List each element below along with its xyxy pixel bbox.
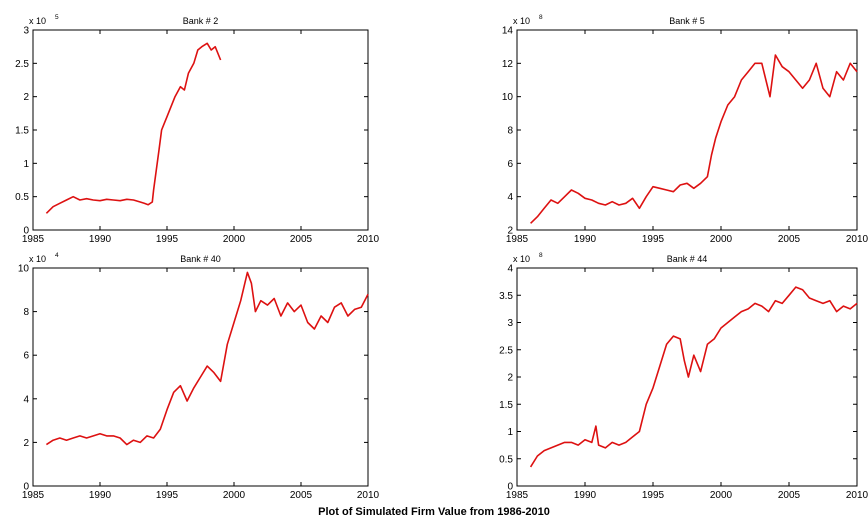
axis-multiplier: x 10 bbox=[29, 254, 46, 264]
y-tick-label: 1 bbox=[23, 159, 29, 170]
axis-multiplier: x 10 bbox=[513, 16, 530, 26]
subplot-title: Bank # 40 bbox=[180, 254, 221, 264]
y-tick-label: 4 bbox=[507, 264, 513, 275]
plot-area bbox=[516, 267, 858, 487]
x-tick-label: 1995 bbox=[642, 490, 665, 501]
x-tick-label: 2000 bbox=[223, 234, 246, 245]
axis-multiplier-exponent: 8 bbox=[539, 252, 543, 259]
subplot-3: 1985 1990 1995 2000 2005 2010 0 2 4 6 8 10 Bank # 40… bbox=[18, 252, 380, 501]
subplot-title: Bank # 2 bbox=[183, 16, 219, 26]
y-tick-label: 6 bbox=[23, 351, 29, 362]
series-line bbox=[529, 286, 858, 468]
series-line bbox=[530, 54, 858, 224]
y-tick-label: 10 bbox=[18, 264, 30, 275]
x-tick-label: 2005 bbox=[778, 490, 801, 501]
series-line bbox=[45, 42, 222, 214]
axis-multiplier: x 10 bbox=[29, 16, 46, 26]
x-tick-label: 2010 bbox=[846, 490, 868, 501]
y-tick-label: 2.5 bbox=[15, 59, 29, 70]
series-line bbox=[45, 271, 369, 446]
x-tick-label: 1985 bbox=[506, 234, 529, 245]
y-tick-label: 8 bbox=[23, 307, 29, 318]
y-tick-label: 3 bbox=[507, 318, 513, 329]
x-tick-label: 1985 bbox=[22, 490, 45, 501]
y-tick-label: 2.5 bbox=[499, 345, 513, 356]
y-tick-label: 10 bbox=[502, 92, 514, 103]
subplot-4: 1985 1990 1995 2000 2005 2010 0 0.5 1 1.5 2 2.5 3 3.5… bbox=[499, 252, 868, 501]
x-tick-label: 1985 bbox=[506, 490, 529, 501]
x-tick-label: 1990 bbox=[574, 490, 597, 501]
plot-area bbox=[516, 29, 858, 231]
y-tick-label: 2 bbox=[23, 92, 29, 103]
y-tick-label: 4 bbox=[507, 192, 513, 203]
x-tick-label: 1985 bbox=[22, 234, 45, 245]
y-tick-label: 1.5 bbox=[499, 400, 513, 411]
x-tick-label: 2000 bbox=[710, 234, 733, 245]
x-tick-label: 1990 bbox=[89, 490, 112, 501]
y-tick-label: 2 bbox=[23, 438, 29, 449]
y-tick-label: 6 bbox=[507, 159, 513, 170]
x-tick-label: 2005 bbox=[290, 234, 313, 245]
axis-multiplier-exponent: 8 bbox=[539, 14, 543, 21]
subplot-title: Bank # 5 bbox=[669, 16, 705, 26]
axis-multiplier-exponent: 5 bbox=[55, 14, 59, 21]
y-tick-label: 12 bbox=[502, 59, 514, 70]
y-tick-label: 0.5 bbox=[15, 192, 29, 203]
subplot-title: Bank # 44 bbox=[667, 254, 708, 264]
x-tick-label: 2010 bbox=[357, 490, 380, 501]
x-tick-label: 2005 bbox=[778, 234, 801, 245]
subplot-2: 1985 1990 1995 2000 2005 2010 2 4 6 8 10 12 14 Bank #… bbox=[502, 14, 868, 245]
y-tick-label: 1 bbox=[507, 427, 513, 438]
y-tick-label: 0 bbox=[507, 482, 513, 493]
y-tick-label: 1.5 bbox=[15, 126, 29, 137]
y-tick-label: 14 bbox=[502, 26, 514, 37]
x-tick-label: 1995 bbox=[156, 490, 179, 501]
y-tick-label: 8 bbox=[507, 126, 513, 137]
x-tick-label: 2000 bbox=[223, 490, 246, 501]
y-tick-label: 0 bbox=[23, 226, 29, 237]
x-tick-label: 1990 bbox=[574, 234, 597, 245]
x-tick-label: 1995 bbox=[642, 234, 665, 245]
y-tick-label: 3 bbox=[23, 26, 29, 37]
x-tick-label: 2005 bbox=[290, 490, 313, 501]
axis-multiplier: x 10 bbox=[513, 254, 530, 264]
y-tick-label: 4 bbox=[23, 394, 29, 405]
x-tick-label: 2010 bbox=[846, 234, 868, 245]
subplot-1: 1985 1990 1995 2000 2005 2010 0 0.5 1 1.5 2 2.5 3 Ban… bbox=[15, 14, 379, 245]
y-tick-label: 3.5 bbox=[499, 291, 513, 302]
y-tick-label: 2 bbox=[507, 226, 513, 237]
figure-caption: Plot of Simulated Firm Value from 1986-2… bbox=[318, 506, 550, 518]
plot-area bbox=[32, 29, 369, 231]
x-tick-label: 1990 bbox=[89, 234, 112, 245]
y-tick-label: 0 bbox=[23, 482, 29, 493]
x-tick-label: 1995 bbox=[156, 234, 179, 245]
x-tick-label: 2010 bbox=[357, 234, 380, 245]
y-tick-label: 0.5 bbox=[499, 454, 513, 465]
x-tick-label: 2000 bbox=[710, 490, 733, 501]
y-tick-label: 2 bbox=[507, 373, 513, 384]
axis-multiplier-exponent: 4 bbox=[55, 252, 59, 259]
